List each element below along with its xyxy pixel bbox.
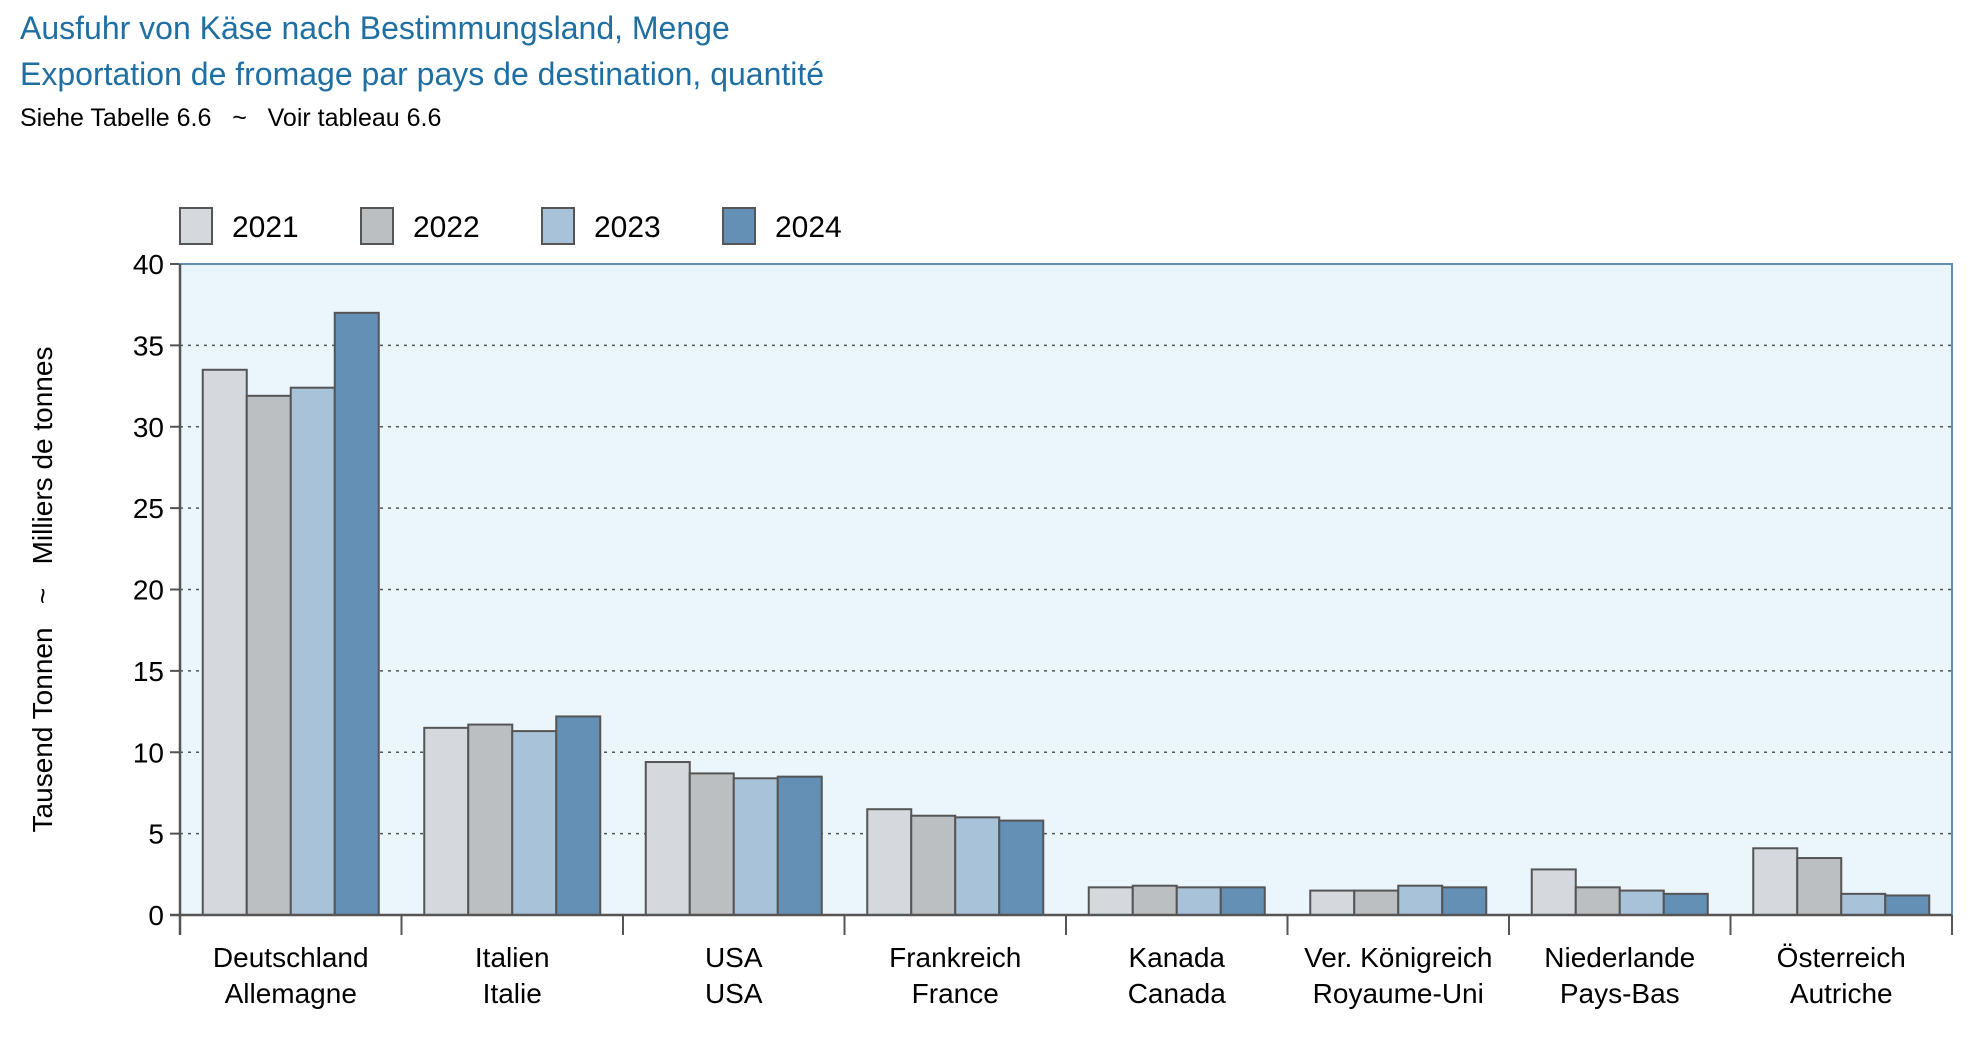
x-tick-label: USA: [705, 978, 763, 1009]
y-axis-label: Tausend Tonnen ~ Milliers de tonnes: [27, 347, 58, 833]
legend-swatch-2023: [541, 207, 575, 245]
bar-2022-1: [467, 723, 514, 917]
bar-2022-7: [1796, 857, 1843, 916]
legend-swatch-2024: [722, 207, 756, 245]
bar-2023-7: [1840, 892, 1887, 917]
legend-label-2024: 2024: [775, 211, 842, 244]
bar-2024-3: [998, 819, 1045, 916]
bar-2021-7: [1752, 847, 1799, 917]
table-reference: Siehe Tabelle 6.6 ~ Voir tableau 6.6: [20, 104, 442, 132]
legend-label-2022: 2022: [413, 211, 480, 244]
bar-2024-0: [333, 311, 380, 916]
x-tick-label: Deutschland: [213, 942, 369, 973]
x-tick-label: Ver. Königreich: [1304, 942, 1492, 973]
bar-2021-6: [1530, 868, 1577, 916]
x-tick-label: Österreich: [1777, 942, 1906, 973]
x-tick-label: Niederlande: [1544, 942, 1695, 973]
y-tick-label: 5: [148, 819, 164, 850]
bar-2021-4: [1087, 886, 1134, 917]
legend-swatch-2022: [360, 207, 394, 245]
x-tick-label: Kanada: [1128, 942, 1225, 973]
bar-2024-6: [1662, 892, 1709, 917]
bar-2024-2: [776, 775, 823, 916]
bar-2023-6: [1618, 889, 1665, 917]
legend-swatch-2021: [179, 207, 213, 245]
bar-2024-4: [1219, 886, 1266, 917]
x-tick-label: Pays-Bas: [1560, 978, 1680, 1009]
x-tick-label: Canada: [1128, 978, 1227, 1009]
bar-2022-3: [910, 814, 957, 916]
chart-title-french: Exportation de fromage par pays de desti…: [20, 56, 825, 92]
x-tick-label: Italie: [483, 978, 542, 1009]
x-tick-label: Italien: [475, 942, 550, 973]
y-tick-label: 40: [133, 249, 164, 280]
legend-label-2023: 2023: [594, 211, 661, 244]
bar-2024-5: [1441, 886, 1488, 917]
bar-2023-5: [1397, 884, 1444, 917]
bar-2023-0: [289, 386, 336, 916]
bar-2024-7: [1884, 894, 1931, 916]
bar-2021-1: [423, 726, 470, 917]
bar-2022-4: [1131, 884, 1178, 917]
x-tick-label: Autriche: [1790, 978, 1893, 1009]
chart-title-german: Ausfuhr von Käse nach Bestimmungsland, M…: [20, 10, 730, 46]
bar-2023-2: [732, 777, 779, 916]
y-tick-label: 35: [133, 330, 164, 361]
y-tick-label: 25: [133, 493, 164, 524]
legend-label-2021: 2021: [232, 211, 299, 244]
x-tick-label: France: [912, 978, 999, 1009]
bar-2024-1: [555, 715, 602, 916]
y-tick-label: 10: [133, 737, 164, 768]
bar-2022-0: [245, 394, 292, 916]
bar-2021-3: [866, 808, 913, 917]
bar-2023-3: [954, 816, 1001, 916]
bar-2023-4: [1175, 886, 1222, 917]
bar-2022-5: [1353, 889, 1400, 917]
y-tick-label: 0: [148, 900, 164, 931]
x-tick-label: Royaume-Uni: [1313, 978, 1484, 1009]
bar-2022-2: [688, 772, 735, 916]
bar-2021-2: [644, 761, 691, 917]
bar-2023-1: [511, 730, 558, 917]
y-tick-label: 15: [133, 656, 164, 687]
x-tick-label: Frankreich: [889, 942, 1021, 973]
x-tick-label: Allemagne: [225, 978, 357, 1009]
x-tick-label: USA: [705, 942, 763, 973]
bar-2021-0: [201, 368, 248, 917]
bar-2022-6: [1574, 886, 1621, 917]
y-tick-label: 20: [133, 575, 164, 606]
y-tick-label: 30: [133, 412, 164, 443]
bar-2021-5: [1309, 889, 1356, 917]
